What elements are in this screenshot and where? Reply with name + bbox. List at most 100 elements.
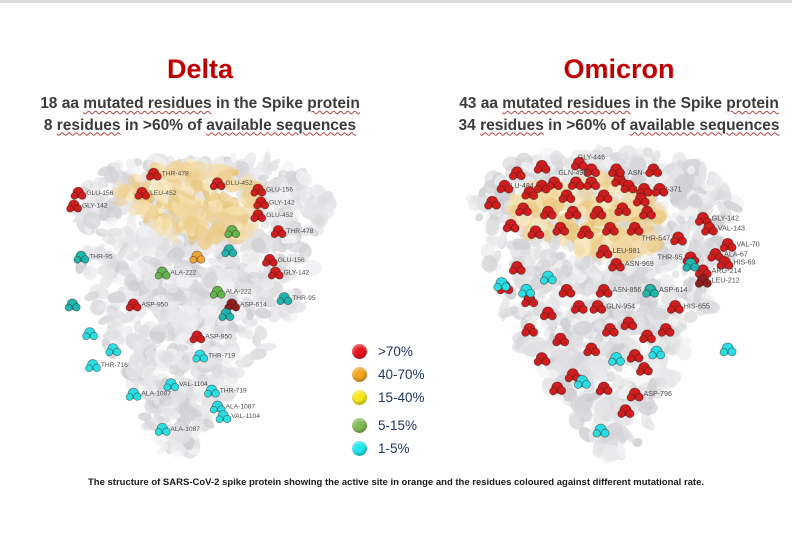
legend-label: 1-5%	[378, 441, 410, 456]
residue-label: THR-478	[286, 228, 313, 235]
residue-marker-ala-1087: ALA-1087	[154, 422, 200, 436]
residue-marker	[614, 202, 632, 217]
residue-label: LEU-981	[612, 247, 640, 255]
residue-label: VAL-1104	[231, 413, 260, 420]
residue-marker-gly-142: GLY-142	[253, 196, 295, 210]
delta-spike-structure: GLU-156 GLY-142 THR-478 LEU-452 GLU-452 GLU-1…	[55, 151, 345, 470]
residue-label: HIS-69	[733, 258, 755, 266]
residue-marker	[533, 352, 551, 366]
residue-marker	[539, 205, 557, 220]
residue-label: ASP-950	[141, 301, 168, 308]
residue-marker	[539, 270, 557, 285]
residue-marker	[570, 156, 588, 171]
stats-text: residues	[56, 116, 121, 134]
residue-label: THR-719	[208, 352, 235, 359]
residue-label: ALA-1087	[226, 404, 256, 411]
residue-label: ALA-1087	[141, 391, 171, 398]
residue-marker-thr-547: THR-547	[641, 231, 687, 246]
stats-text: mutated residues	[83, 95, 212, 112]
legend-item: >70%	[352, 340, 462, 363]
residue-marker-gln-954: GLN-954	[589, 300, 635, 314]
residue-label: GLU-156	[86, 190, 113, 197]
residue-marker	[583, 176, 601, 191]
residue-marker	[502, 218, 520, 233]
residue-marker-asp-796: ASP-796	[626, 387, 672, 402]
stats-text: 34	[458, 116, 481, 134]
residue-marker	[601, 221, 619, 236]
residue-marker	[620, 316, 638, 331]
residue-label: GLN-954	[606, 302, 635, 310]
residue-marker-asn-856: ASN-856	[595, 283, 641, 298]
stats-text: available sequences	[206, 116, 357, 134]
legend-item: 15-40%	[352, 386, 462, 409]
residue-marker-glu-484: GLU-484	[505, 179, 551, 194]
residue-marker-thr-719: THR-719	[203, 384, 247, 398]
residue-label: ALA-1087	[170, 426, 200, 433]
legend-color-dot-icon	[352, 367, 367, 382]
residue-label: GLU-156	[266, 187, 293, 194]
residue-label: ASP-614	[659, 286, 688, 294]
residue-marker	[626, 221, 644, 236]
stats-text: available sequences	[629, 116, 780, 134]
stats-line: 8 residues in >60% of available sequence…	[18, 115, 382, 137]
stats-text: protein	[726, 95, 779, 112]
residue-marker-thr-478: THR-478	[145, 167, 189, 181]
residue-marker	[617, 404, 635, 418]
stats-text: 43 aa	[459, 95, 503, 112]
residue-marker-his-69: HIS-69	[716, 256, 756, 270]
residue-marker-thr-478: THR-478	[270, 225, 314, 239]
stats-line: 34 residues in >60% of available sequenc…	[448, 115, 790, 137]
residue-marker-val-1104: VAL-1104	[163, 378, 208, 392]
residue-label: GLY-446	[578, 153, 605, 161]
residue-label: ASP-796	[643, 390, 672, 398]
residue-marker-val-143: VAL-143	[701, 221, 745, 236]
residue-marker-glu-452: GLU-452	[209, 177, 253, 191]
residue-marker	[518, 283, 536, 298]
residue-marker	[651, 182, 669, 197]
residue-label: GLN-498	[558, 169, 587, 177]
stats-line: 43 aa mutated residues in the Spike prot…	[448, 93, 790, 115]
residue-marker-gly-142: GLY-142	[267, 266, 309, 280]
omicron-column: Omicron 43 aa mutated residues in the Sp…	[448, 53, 790, 136]
legend-label: 15-40%	[378, 390, 425, 405]
legend-item: 40-70%	[352, 363, 462, 386]
residue-marker	[527, 225, 545, 240]
residue-marker	[105, 343, 122, 357]
residue-label: ALA-222	[170, 270, 196, 277]
residue-label: GLU-452	[266, 212, 293, 219]
stats-line: 18 aa mutated residues in the Spike prot…	[18, 93, 382, 115]
residue-marker	[224, 225, 241, 239]
residue-marker-ala-1087: ALA-1087	[209, 400, 256, 414]
residue-marker	[589, 205, 607, 220]
legend-item: 5-15%	[352, 414, 462, 437]
residue-marker	[608, 352, 625, 366]
residue-marker-ala-1087: ALA-1087	[125, 387, 171, 401]
residue-marker-thr-95: THR-95	[276, 292, 316, 306]
residue-marker-gly-142: GLY-142	[66, 199, 108, 213]
residue-label: THR-547	[641, 234, 670, 242]
residue-marker	[592, 423, 610, 438]
omicron-spike-structure: GLY-446GLN-498ASN-440GLU-484SER-371GLY-1…	[455, 143, 765, 469]
residue-label: VAL-1104	[179, 381, 208, 388]
residue-label: ALA-222	[226, 289, 252, 296]
delta-stats: 18 aa mutated residues in the Spike prot…	[18, 93, 382, 136]
residue-label: HIS-655	[684, 302, 710, 310]
residue-marker	[570, 300, 588, 314]
residue-marker	[533, 159, 551, 174]
residue-marker-asp-950: ASP-950	[125, 298, 168, 312]
residue-marker-glu-156: GLU-156	[70, 186, 114, 200]
residue-marker-thr-719: THR-719	[192, 349, 235, 363]
residue-label: ASN-856	[612, 286, 641, 294]
residue-marker	[595, 189, 613, 204]
residue-marker	[508, 166, 526, 181]
residue-marker	[626, 349, 644, 363]
residue-marker	[608, 163, 625, 178]
residue-label: ARG-214	[712, 267, 742, 275]
residue-marker	[595, 381, 613, 396]
residue-label: GLU-452	[226, 180, 253, 187]
stats-text: in >60% of	[120, 116, 207, 134]
residue-marker	[639, 205, 656, 220]
residue-marker	[189, 250, 206, 264]
residue-marker	[218, 308, 235, 322]
residue-label: LEU-212	[712, 276, 740, 284]
